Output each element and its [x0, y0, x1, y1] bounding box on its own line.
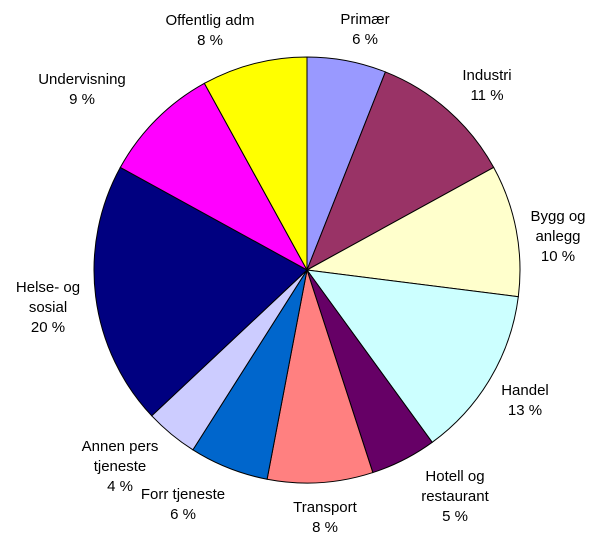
- value-label: 11 %: [470, 87, 504, 104]
- slice-label: Bygg og anlegg 10 %: [523, 207, 593, 267]
- category-label: Annen pers tjeneste: [81, 438, 159, 475]
- category-label: Handel: [501, 382, 549, 399]
- category-label: Offentlig adm: [165, 12, 255, 29]
- slice-label: Transport 8 %: [280, 498, 370, 538]
- slice-label: Primær 6 %: [325, 10, 405, 50]
- value-label: 20 %: [30, 319, 66, 336]
- pie-slice: [305, 269, 519, 444]
- value-label: 9 %: [69, 91, 95, 108]
- slice-label: Forr tjeneste 6 %: [128, 485, 238, 525]
- category-label: Transport: [293, 499, 357, 516]
- slice-label: Hotell og restaurant 5 %: [410, 467, 500, 527]
- category-label: Undervisning: [38, 71, 126, 88]
- slice-label: Annen pers tjeneste 4 %: [75, 437, 165, 497]
- value-label: 13 %: [507, 402, 543, 419]
- slice-label: Undervisning 9 %: [27, 70, 137, 110]
- pie-slice: [305, 166, 521, 298]
- pie-slice: [119, 82, 309, 272]
- value-label: 6 %: [352, 31, 378, 48]
- value-label: 8 %: [312, 519, 338, 536]
- value-label: 10 %: [540, 248, 576, 265]
- value-label: 5 %: [442, 508, 468, 525]
- slice-label: Offentlig adm 8 %: [155, 11, 265, 51]
- pie-slice: [203, 56, 308, 271]
- slice-label: Helse- og sosial 20 %: [8, 278, 88, 338]
- category-label: Industri: [462, 67, 512, 84]
- category-label: Forr tjeneste: [140, 486, 226, 503]
- category-label: Helse- og sosial: [15, 279, 81, 316]
- pie-slice: [306, 71, 495, 272]
- category-label: Bygg og anlegg: [530, 208, 586, 245]
- value-label: 4 %: [107, 478, 133, 495]
- value-label: 6 %: [170, 506, 196, 523]
- value-label: 8 %: [197, 32, 223, 49]
- slice-label: Handel 13 %: [485, 381, 565, 421]
- pie-slice: [93, 166, 308, 417]
- category-label: Primær: [340, 11, 390, 28]
- category-label: Hotell og restaurant: [421, 468, 489, 505]
- pie-slice: [266, 269, 374, 484]
- slice-label: Industri 11 %: [447, 66, 527, 106]
